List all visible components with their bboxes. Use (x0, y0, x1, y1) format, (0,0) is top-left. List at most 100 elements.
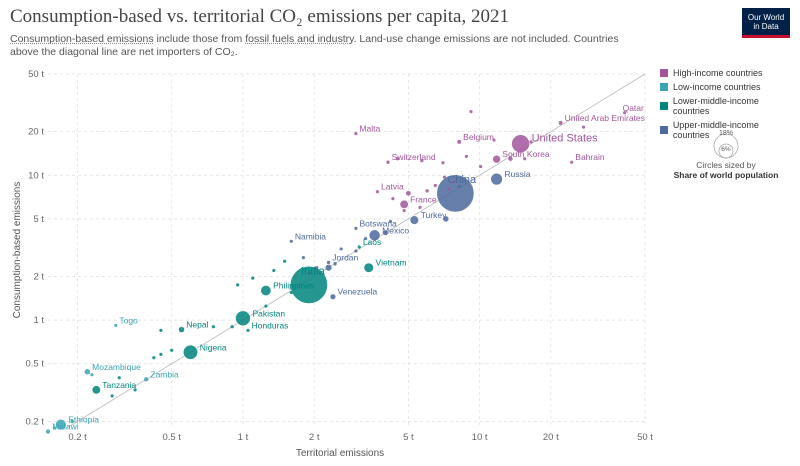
legend-item-high[interactable]: High-income countries (660, 68, 795, 78)
data-point[interactable] (315, 266, 319, 270)
y-tick-label: 1 t (33, 315, 44, 326)
subtitle-link-fossil[interactable]: fossil fuels and industry (245, 33, 354, 45)
data-point[interactable] (90, 373, 94, 377)
data-point[interactable] (436, 174, 475, 213)
owid-logo[interactable]: Our World in Data (742, 8, 790, 38)
data-point[interactable] (425, 189, 429, 193)
data-point[interactable] (441, 161, 445, 165)
data-point[interactable] (357, 245, 361, 249)
data-point[interactable] (260, 285, 272, 297)
legend-item-lower-middle[interactable]: Lower-middle-income countries (660, 96, 795, 116)
data-point[interactable] (490, 172, 503, 186)
data-point[interactable] (479, 164, 483, 169)
data-point[interactable] (405, 190, 411, 196)
data-point[interactable] (325, 264, 332, 271)
point-label: Laos (363, 237, 381, 247)
point-label: Latvia (381, 182, 404, 192)
data-point[interactable] (70, 419, 74, 424)
legend-swatch (660, 102, 668, 110)
data-point[interactable] (45, 429, 51, 434)
data-point[interactable] (469, 110, 473, 114)
data-point[interactable] (402, 209, 406, 213)
data-point[interactable] (529, 140, 533, 144)
data-point[interactable] (307, 271, 311, 276)
data-point[interactable] (230, 325, 234, 329)
data-point[interactable] (443, 216, 449, 222)
data-point[interactable] (457, 184, 461, 188)
point-label: Mozambique (92, 362, 141, 372)
data-point[interactable] (523, 157, 527, 161)
data-point[interactable] (375, 190, 380, 194)
data-point[interactable] (182, 344, 198, 360)
data-point[interactable] (492, 155, 501, 163)
data-point[interactable] (433, 183, 437, 188)
data-point[interactable] (92, 385, 101, 394)
data-point[interactable] (251, 276, 255, 280)
point-label: Nepal (186, 320, 208, 330)
data-point[interactable] (511, 134, 530, 154)
data-point[interactable] (452, 180, 456, 184)
data-point[interactable] (264, 304, 268, 308)
data-point[interactable] (383, 230, 388, 236)
data-point[interactable] (289, 265, 328, 304)
legend-item-low[interactable]: Low-income countries (660, 82, 795, 92)
data-point[interactable] (354, 226, 358, 230)
data-point[interactable] (53, 426, 57, 430)
data-point[interactable] (558, 120, 563, 125)
data-point[interactable] (339, 247, 343, 251)
data-point[interactable] (388, 219, 393, 224)
data-point[interactable] (464, 154, 469, 158)
data-point[interactable] (508, 156, 513, 161)
data-point[interactable] (418, 205, 422, 209)
legend-swatch (660, 126, 668, 134)
data-point[interactable] (447, 187, 451, 191)
data-point[interactable] (326, 260, 331, 265)
data-point[interactable] (152, 356, 156, 360)
data-point[interactable] (289, 290, 293, 295)
data-point[interactable] (581, 125, 586, 129)
data-point[interactable] (333, 262, 337, 266)
data-point[interactable] (391, 196, 395, 201)
data-point[interactable] (409, 215, 420, 225)
y-axis-label: Consumption-based emissions (12, 182, 23, 319)
point-label: South Korea (502, 149, 550, 159)
point-label: Togo (119, 315, 138, 325)
data-point[interactable] (354, 249, 358, 253)
data-point[interactable] (400, 200, 409, 209)
legend-item-upper-middle[interactable]: Upper-middle-income countries (660, 120, 795, 140)
chart-title: Consumption-based vs. territorial CO₂ em… (10, 6, 509, 27)
data-point[interactable] (159, 352, 163, 356)
data-point[interactable] (330, 294, 336, 300)
data-point[interactable] (363, 262, 374, 273)
data-point[interactable] (159, 328, 163, 332)
data-point[interactable] (117, 376, 121, 380)
data-point[interactable] (178, 326, 185, 333)
data-point[interactable] (283, 259, 287, 263)
data-point[interactable] (110, 394, 114, 398)
data-point[interactable] (289, 239, 293, 243)
data-point[interactable] (170, 348, 174, 352)
data-point[interactable] (420, 159, 424, 163)
data-point[interactable] (457, 139, 462, 144)
data-point[interactable] (301, 256, 305, 260)
subtitle-link-consumption[interactable]: Consumption-based emissions (10, 33, 154, 45)
data-point[interactable] (272, 268, 276, 273)
data-point[interactable] (368, 229, 381, 242)
data-point[interactable] (114, 323, 118, 327)
data-point[interactable] (395, 157, 400, 161)
data-point[interactable] (492, 138, 496, 142)
data-point[interactable] (386, 160, 390, 164)
data-point[interactable] (133, 388, 137, 392)
data-point[interactable] (236, 283, 240, 287)
data-point[interactable] (211, 325, 216, 329)
data-point[interactable] (570, 160, 574, 164)
data-point[interactable] (84, 368, 91, 375)
data-point[interactable] (143, 377, 149, 382)
data-point[interactable] (623, 111, 627, 115)
data-point[interactable] (235, 310, 251, 327)
data-point[interactable] (354, 131, 358, 136)
data-point[interactable] (246, 328, 250, 332)
data-point[interactable] (442, 175, 447, 179)
data-point[interactable] (55, 418, 67, 431)
data-point[interactable] (364, 237, 368, 241)
